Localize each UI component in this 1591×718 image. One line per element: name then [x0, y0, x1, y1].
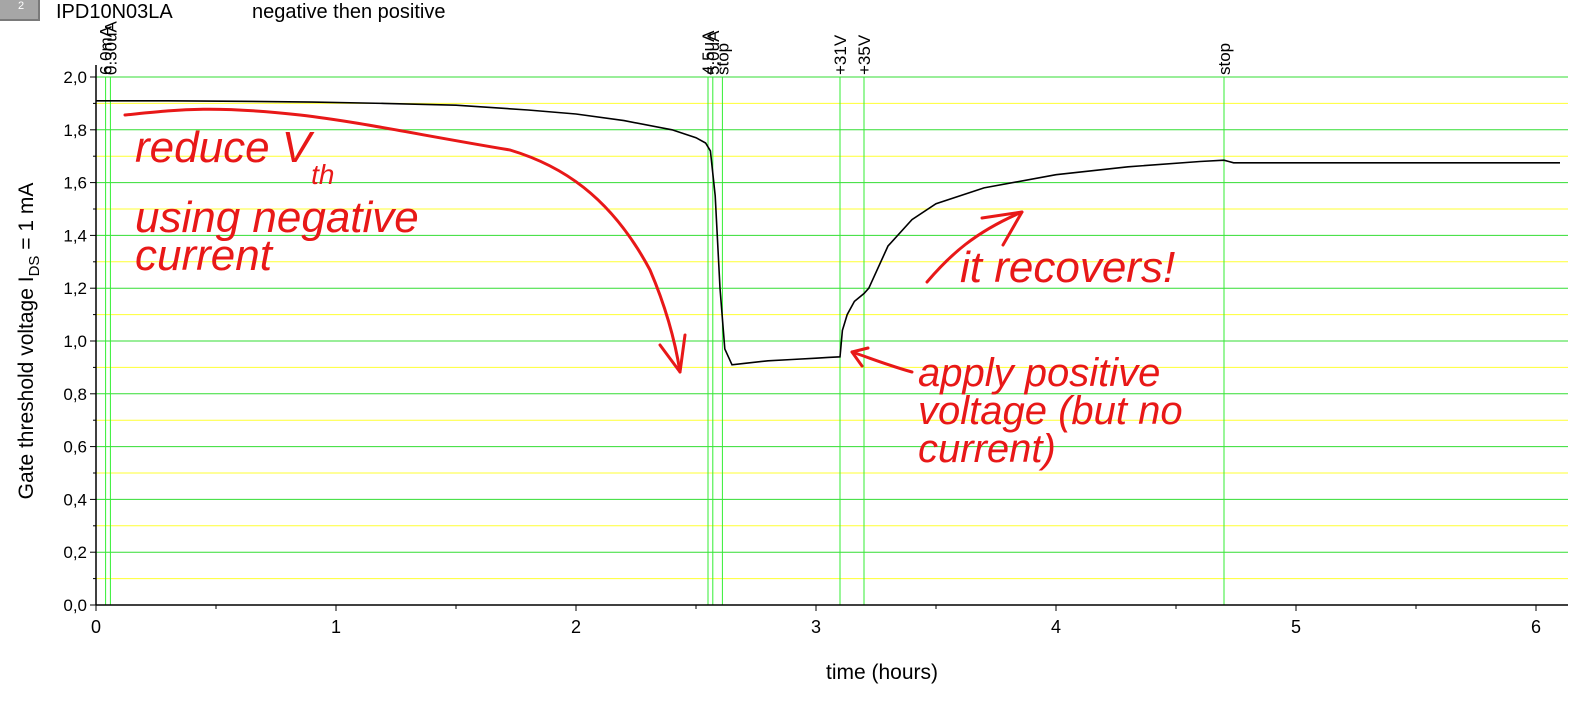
event-marker-label: stop — [713, 43, 732, 75]
device-title: IPD10N03LA — [56, 1, 173, 23]
y-tick-label: 1,8 — [63, 121, 87, 140]
event-marker-label: 6.0mA — [97, 25, 116, 75]
y-tick-label: 1,4 — [63, 226, 87, 245]
x-tick-label: 5 — [1291, 617, 1301, 637]
threshold-voltage-series — [96, 100, 1560, 366]
event-marker-label: 5.0uA — [704, 30, 723, 75]
reduce-arrowhead — [658, 333, 687, 374]
axes: 0,0 0,2 0,4 0,6 0,8 1,0 1,2 1,4 1,6 1,8 2,0 0 1 2 3 4 5 6… — [15, 65, 1568, 684]
y-axis-label-tail: = 1 mA — [15, 183, 38, 256]
apply-arrow — [850, 350, 914, 374]
y-tick-label: 0,6 — [63, 438, 87, 457]
series-layer — [96, 100, 1560, 366]
x-tick-label: 3 — [811, 617, 821, 637]
y-axis-label-subscript: DS — [26, 256, 43, 277]
y-tick-label: 0,0 — [63, 596, 87, 615]
y-tick-label: 1,2 — [63, 279, 87, 298]
x-axis-label: time (hours) — [826, 661, 938, 684]
y-tick-label: 1,6 — [63, 174, 87, 193]
event-marker-label: +31V — [831, 34, 850, 75]
annotation-texts: reduce Vth using negative current it rec… — [135, 123, 1183, 471]
chart-subtitle: negative then positive — [252, 1, 446, 23]
x-tick-label: 2 — [571, 617, 581, 637]
annotation-reduce-line1: reduce Vth — [135, 123, 334, 190]
y-axis-label-main: Gate threshold voltage I — [15, 276, 38, 499]
x-tick-label: 4 — [1051, 617, 1061, 637]
event-marker-label: 0.30uA — [101, 20, 120, 75]
y-axis-label: Gate threshold voltage IDS = 1 mA — [15, 183, 43, 500]
y-tick-label: 0,4 — [63, 490, 87, 509]
recover-arrow — [925, 210, 1024, 284]
annotation-apply-line2: voltage (but no — [918, 389, 1183, 433]
event-marker-label: +35V — [855, 34, 874, 75]
annotation-reduce-line2: using negative — [135, 193, 419, 242]
tab-number: 2 — [18, 0, 25, 12]
apply-arrowhead — [850, 346, 870, 368]
event-marker-label: stop — [1215, 43, 1234, 75]
annotation-apply-line3: current) — [918, 427, 1056, 471]
annotation-recovers: it recovers! — [960, 243, 1175, 292]
x-tick-label: 0 — [91, 617, 101, 637]
grid-layer — [96, 76, 1568, 580]
event-marker-label: 4.5uA — [699, 30, 718, 75]
annotation-reduce-subscript: th — [311, 159, 334, 190]
y-tick-label: 0,8 — [63, 385, 87, 404]
annotation-arrows — [123, 107, 1024, 374]
graph-tab-badge[interactable]: 2 — [0, 0, 40, 21]
reduce-arrow — [123, 107, 682, 374]
x-tick-label: 1 — [331, 617, 341, 637]
annotation-apply-line1: apply positive — [918, 351, 1160, 395]
y-tick-label: 2,0 — [63, 68, 87, 87]
recover-arrowhead — [980, 210, 1024, 247]
y-tick-label: 0,2 — [63, 543, 87, 562]
annotation-reduce-line3: current — [135, 231, 274, 280]
x-tick-label: 6 — [1531, 617, 1541, 637]
y-tick-label: 1,0 — [63, 332, 87, 351]
